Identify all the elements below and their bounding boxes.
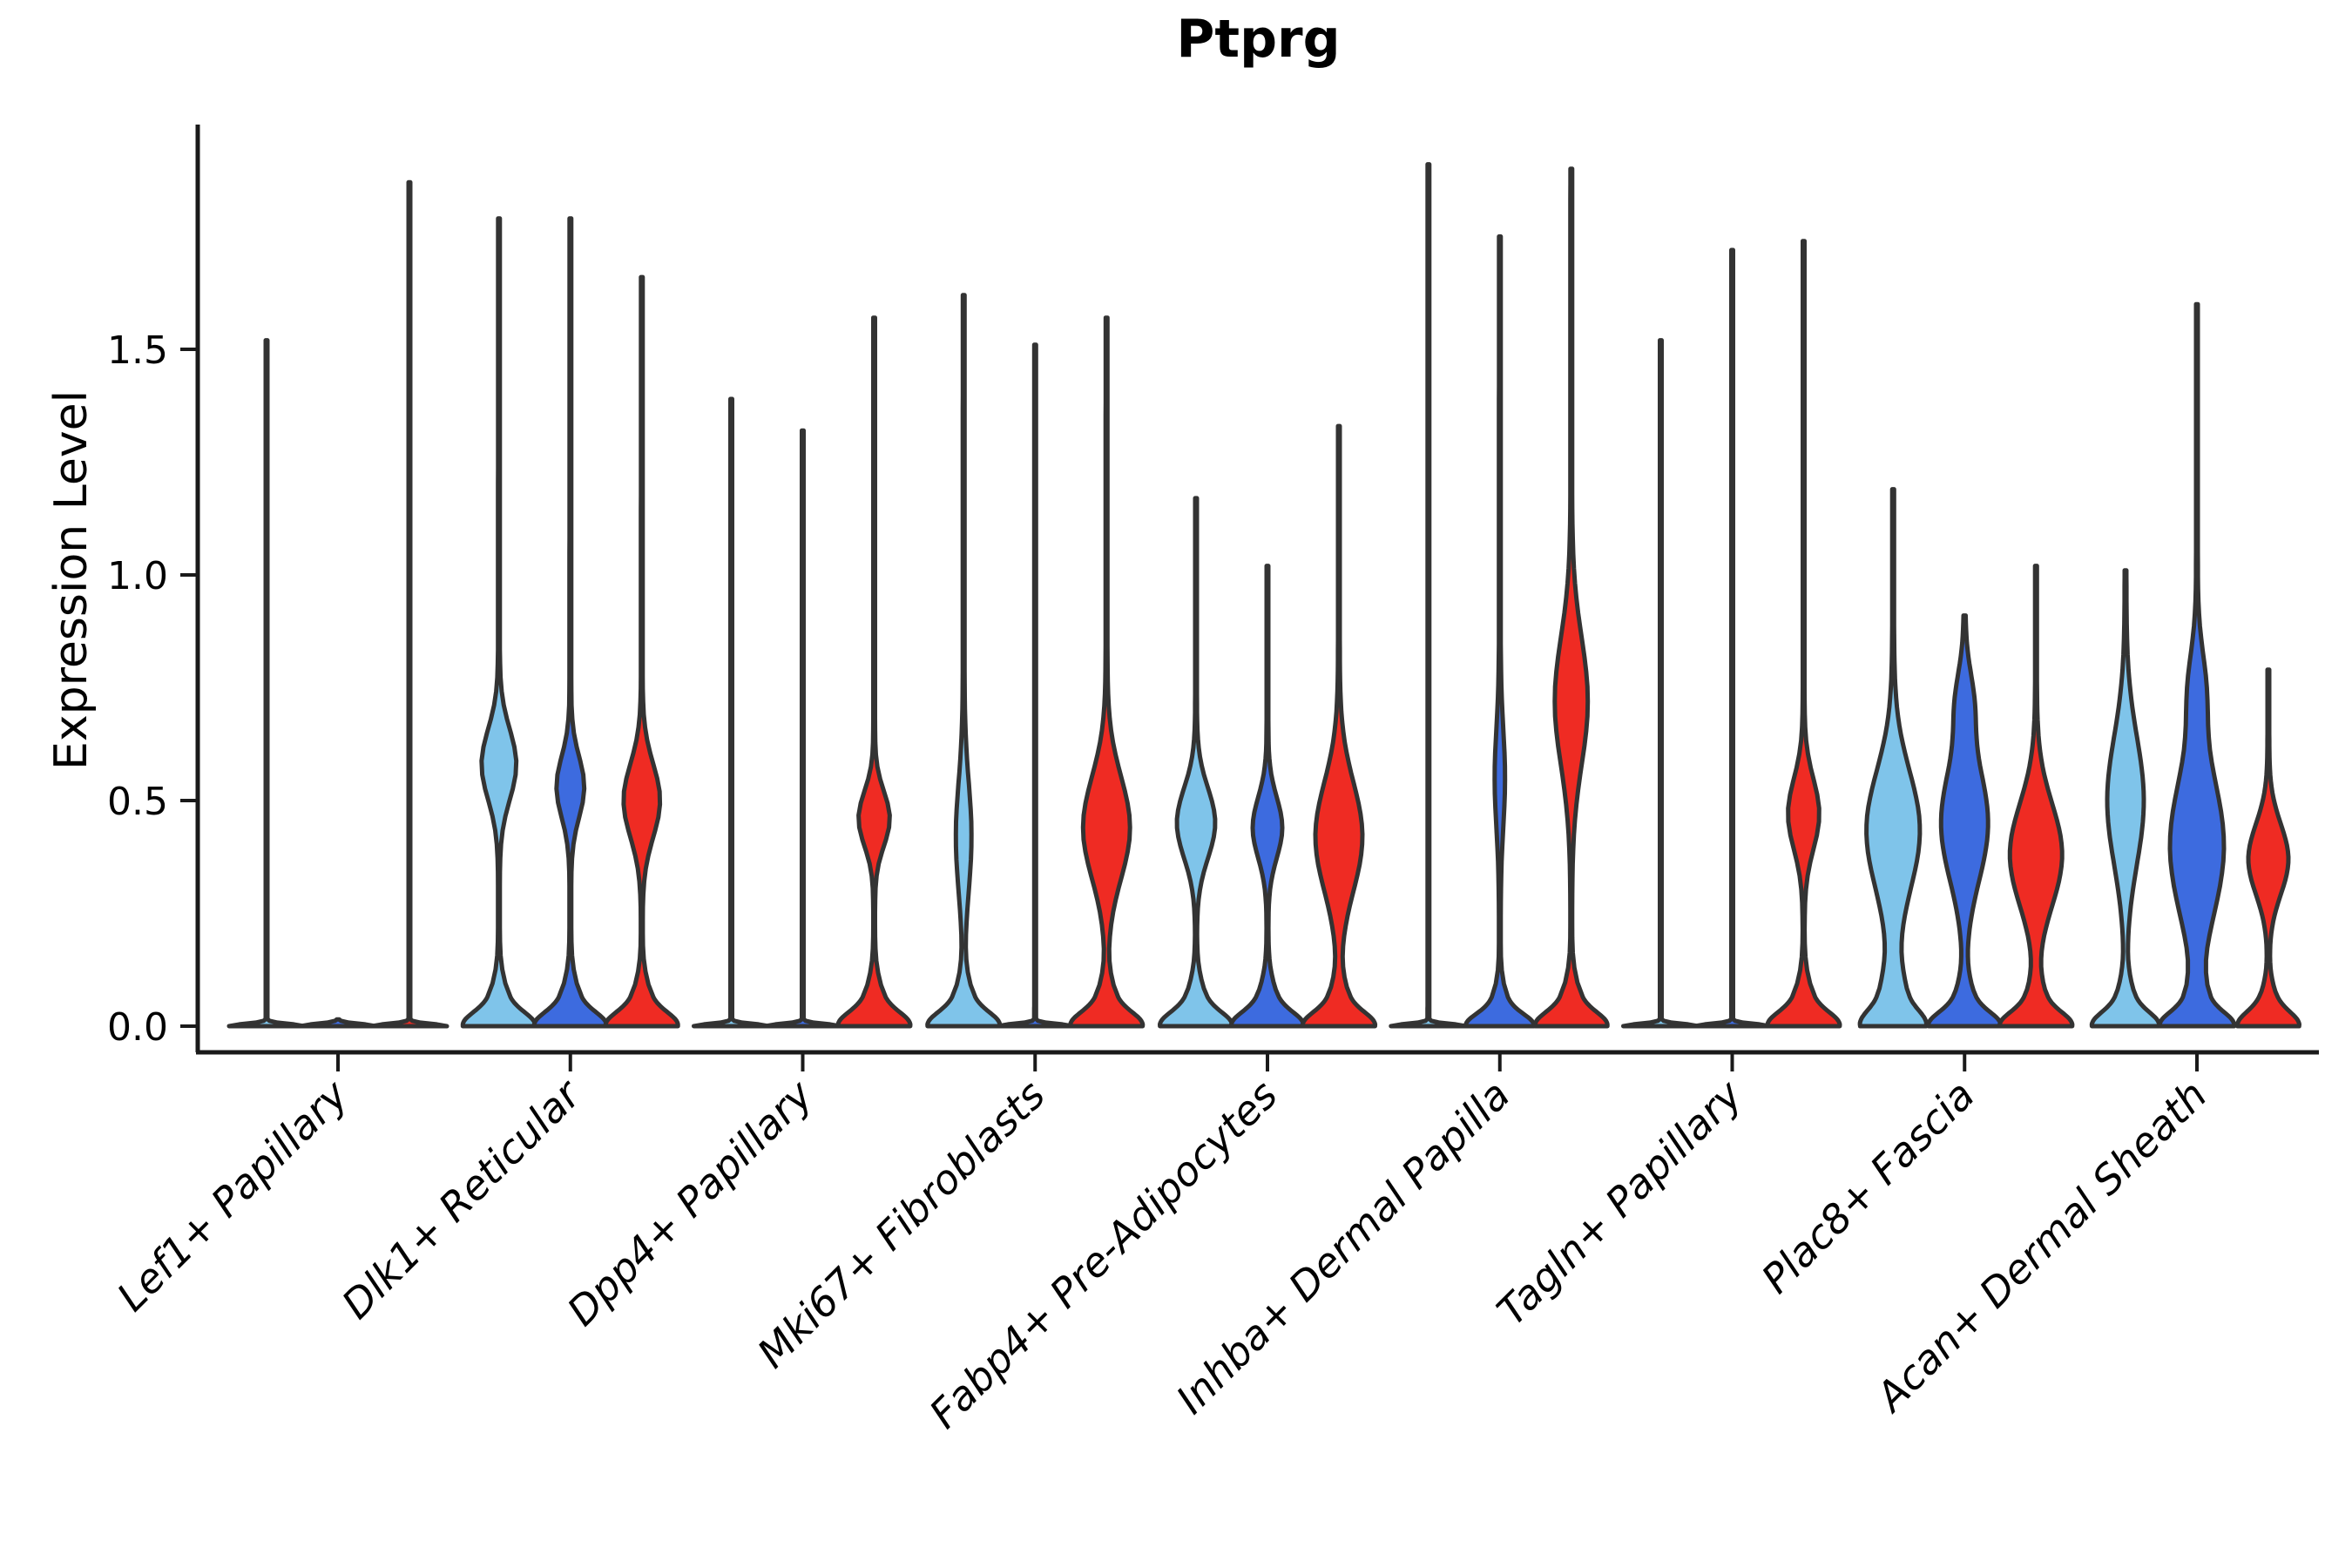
violin-mki67-dark_blue — [995, 342, 1075, 1029]
x-tick-label: Lef1+ Papillary — [108, 1071, 357, 1320]
violin-dlk1-light_blue — [460, 216, 537, 1029]
violin-tagln-dark_blue — [1693, 247, 1772, 1029]
x-tick-label: Plac8+ Fascia — [1753, 1071, 1984, 1302]
violin-plac8-light_blue — [1857, 487, 1929, 1029]
violin-mki67-light_blue — [925, 293, 1003, 1029]
y-tick-label: 0.5 — [107, 780, 168, 824]
violin-fabp4-dark_blue — [1229, 564, 1306, 1029]
violin-inhba-light_blue — [1389, 162, 1469, 1029]
violin-dpp4-light_blue — [692, 396, 771, 1029]
violin-mki67-red — [1068, 315, 1146, 1029]
x-tick-label: Dlk1+ Reticular — [333, 1069, 591, 1328]
violin-inhba-dark_blue — [1463, 234, 1537, 1029]
violin-inhba-red — [1532, 166, 1610, 1029]
violin-dlk1-dark_blue — [531, 216, 609, 1029]
violin-tagln-red — [1765, 239, 1842, 1029]
violin-plac8-dark_blue — [1926, 613, 2004, 1029]
violin-acan-dark_blue — [2157, 301, 2237, 1029]
violin-dlk1-red — [603, 274, 680, 1029]
y-tick-label: 0.0 — [107, 1005, 168, 1050]
violin-dpp4-dark_blue — [763, 428, 842, 1029]
violin-acan-light_blue — [2089, 568, 2162, 1029]
violin-plac8-red — [1997, 564, 2075, 1029]
violin-acan-red — [2235, 667, 2301, 1029]
violin-dpp4-red — [835, 315, 913, 1029]
violin-lef1-red — [369, 179, 449, 1029]
x-tick-label: Dpp4+ Papillary — [558, 1071, 822, 1335]
y-tick-label: 1.5 — [107, 328, 168, 373]
violin-lef1-dark_blue — [298, 1017, 378, 1029]
violin-lef1-light_blue — [226, 338, 307, 1029]
violin-fabp4-red — [1300, 423, 1378, 1029]
y-tick-label: 1.0 — [107, 554, 168, 598]
violin-tagln-light_blue — [1621, 338, 1700, 1029]
chart-title: Ptprg — [1176, 9, 1341, 70]
violin-fabp4-light_blue — [1158, 496, 1234, 1029]
x-tick-label: Tagln+ Papillary — [1488, 1071, 1752, 1335]
